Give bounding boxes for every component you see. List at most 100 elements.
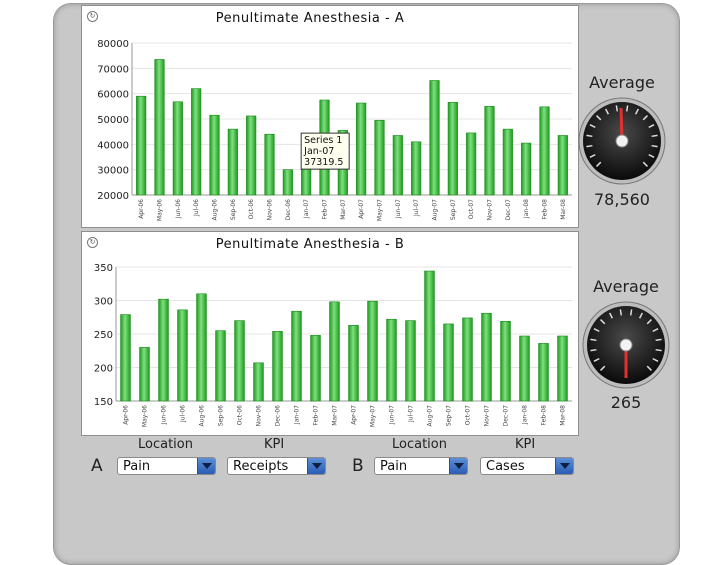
gauge-tick bbox=[608, 312, 614, 319]
location-select-a[interactable]: Pain bbox=[117, 457, 216, 475]
kpi-select-b[interactable]: Cases bbox=[480, 457, 574, 475]
x-tick-label: Sep-07 bbox=[446, 405, 453, 426]
gauge-tick bbox=[596, 161, 602, 167]
bar[interactable] bbox=[557, 335, 568, 402]
bar[interactable] bbox=[329, 301, 340, 402]
bar[interactable] bbox=[154, 59, 165, 196]
gauge-b-value: 265 bbox=[610, 393, 642, 412]
bar[interactable] bbox=[424, 270, 435, 402]
refresh-icon[interactable]: ↻ bbox=[87, 237, 98, 248]
gauge-b-label: Average bbox=[593, 277, 659, 296]
refresh-icon[interactable]: ↻ bbox=[87, 11, 98, 22]
chevron-down-icon[interactable] bbox=[555, 458, 573, 474]
tooltip-line: Series 1 bbox=[304, 135, 342, 146]
bar[interactable] bbox=[191, 88, 202, 196]
bar[interactable] bbox=[246, 115, 257, 196]
bar[interactable] bbox=[282, 169, 293, 196]
bar[interactable] bbox=[386, 318, 397, 402]
gauge-tick bbox=[589, 123, 596, 129]
chart-a-title: Penultimate Anesthesia - A bbox=[215, 11, 405, 26]
bar[interactable] bbox=[120, 314, 131, 402]
location-header-a: Location bbox=[138, 437, 193, 452]
x-tick-label: Jun-07 bbox=[395, 199, 402, 219]
x-tick-label: Jan-08 bbox=[522, 405, 529, 425]
bar[interactable] bbox=[196, 293, 207, 402]
bar[interactable] bbox=[447, 101, 458, 196]
kpi-select-b-value: Cases bbox=[486, 459, 525, 474]
gauge-tick bbox=[600, 365, 606, 371]
bar[interactable] bbox=[500, 320, 511, 402]
y-tick-label: 20000 bbox=[97, 191, 129, 202]
gauge-tick bbox=[589, 153, 596, 159]
bar[interactable] bbox=[172, 101, 183, 196]
y-tick-label: 150 bbox=[94, 397, 113, 408]
y-tick-label: 200 bbox=[94, 364, 113, 375]
x-tick-label: Apr-06 bbox=[138, 199, 145, 219]
bar[interactable] bbox=[539, 106, 550, 196]
gauge-tick bbox=[655, 348, 662, 352]
bar[interactable] bbox=[502, 128, 513, 196]
bar[interactable] bbox=[253, 362, 264, 402]
bar[interactable] bbox=[429, 80, 440, 196]
gauge-tick bbox=[604, 108, 610, 115]
bar[interactable] bbox=[392, 135, 403, 196]
location-select-b[interactable]: Pain bbox=[374, 457, 468, 475]
bar[interactable] bbox=[310, 335, 321, 402]
x-tick-label: Nov-07 bbox=[487, 199, 494, 221]
location-select-a-value: Pain bbox=[123, 459, 151, 474]
bar[interactable] bbox=[484, 106, 495, 196]
x-tick-label: Feb-07 bbox=[322, 199, 329, 220]
bar[interactable] bbox=[272, 331, 283, 402]
bar[interactable] bbox=[264, 133, 275, 196]
bar[interactable] bbox=[374, 119, 385, 196]
x-tick-label: May-07 bbox=[377, 199, 384, 221]
bar[interactable] bbox=[234, 320, 245, 402]
x-tick-label: Apr-07 bbox=[351, 405, 358, 425]
bar[interactable] bbox=[136, 95, 147, 196]
x-tick-label: Apr-06 bbox=[123, 405, 130, 425]
location-header-b: Location bbox=[392, 437, 447, 452]
chevron-down-icon[interactable] bbox=[449, 458, 467, 474]
kpi-select-a[interactable]: Receipts bbox=[227, 457, 326, 475]
x-tick-label: Nov-07 bbox=[484, 405, 491, 427]
bar[interactable] bbox=[443, 323, 454, 402]
bar[interactable] bbox=[519, 335, 530, 402]
gauge-tick bbox=[648, 153, 655, 159]
bar[interactable] bbox=[215, 330, 226, 402]
bar[interactable] bbox=[227, 128, 238, 196]
x-tick-label: Jun-06 bbox=[161, 405, 168, 425]
gauge-a-value: 78,560 bbox=[594, 190, 650, 209]
bar[interactable] bbox=[367, 300, 378, 402]
bar[interactable] bbox=[291, 310, 302, 402]
x-tick-label: Dec-06 bbox=[275, 405, 282, 427]
gauge-tick bbox=[625, 105, 629, 112]
x-tick-label: Feb-08 bbox=[542, 199, 549, 220]
bar[interactable] bbox=[139, 347, 150, 402]
bar[interactable] bbox=[466, 132, 477, 196]
bar[interactable] bbox=[481, 312, 492, 402]
gauge-tick bbox=[651, 144, 658, 148]
bar[interactable] bbox=[411, 141, 422, 196]
gauge-tick bbox=[648, 123, 655, 129]
x-tick-label: Nov-06 bbox=[267, 199, 274, 221]
bar[interactable] bbox=[462, 317, 473, 402]
bar[interactable] bbox=[158, 298, 169, 402]
y-tick-label: 50000 bbox=[97, 115, 129, 126]
bar[interactable] bbox=[348, 324, 359, 402]
chevron-down-icon[interactable] bbox=[197, 458, 215, 474]
bar[interactable] bbox=[177, 309, 188, 402]
bar[interactable] bbox=[521, 142, 532, 196]
y-tick-label: 350 bbox=[94, 263, 113, 274]
chart-b: ↻ Penultimate Anesthesia - B 150 200 250 30… bbox=[81, 231, 579, 436]
bar[interactable] bbox=[209, 114, 220, 196]
chevron-down-icon[interactable] bbox=[307, 458, 325, 474]
bar[interactable] bbox=[557, 135, 568, 196]
bar[interactable] bbox=[538, 343, 549, 402]
bar[interactable] bbox=[356, 102, 367, 196]
gauge-tick bbox=[646, 365, 652, 371]
kpi-header-b: KPI bbox=[515, 437, 536, 452]
gauge-tick bbox=[642, 161, 648, 167]
gauge-tick bbox=[615, 105, 619, 112]
bar[interactable] bbox=[405, 320, 416, 402]
chart-b-plot: 150 200 250 300 350 Apr-06 May-06 Jun-06 Jul-06 A… bbox=[94, 263, 572, 427]
